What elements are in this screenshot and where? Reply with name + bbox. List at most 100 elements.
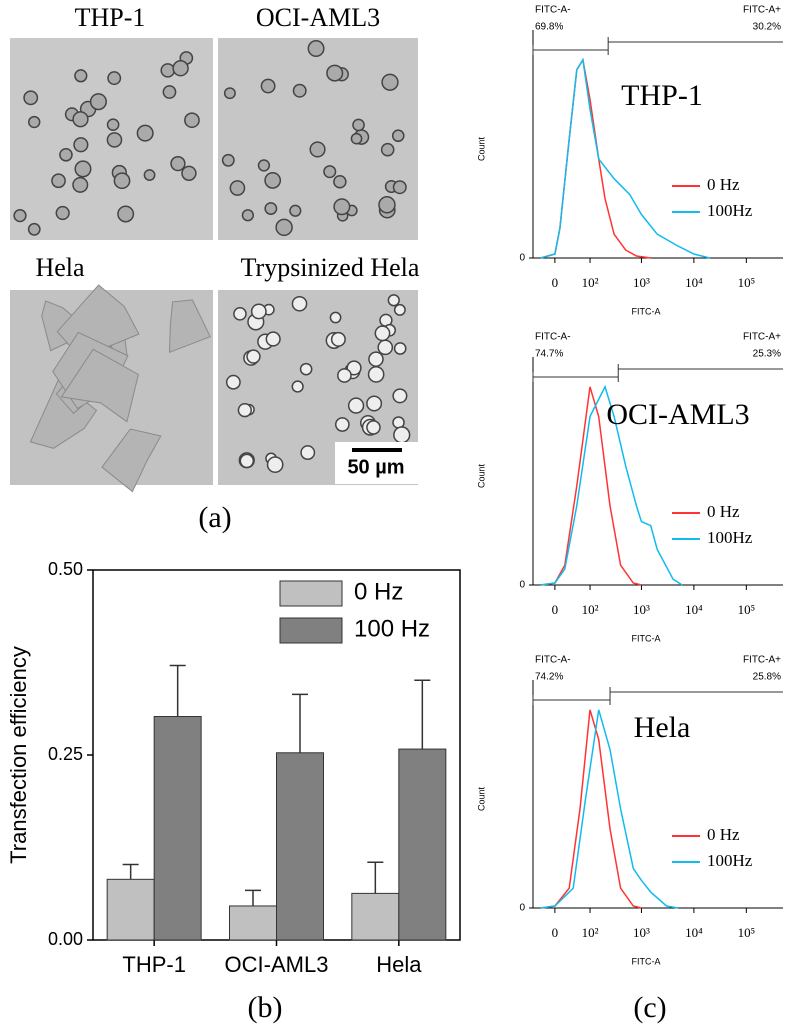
gate-percent: 25.3% <box>753 349 781 360</box>
cell <box>160 63 176 78</box>
cell <box>260 78 276 94</box>
cell <box>170 155 186 172</box>
legend-label: 100Hz <box>707 528 753 547</box>
legend-label: 0 Hz <box>707 502 740 521</box>
legend-label: 100 Hz <box>354 615 430 642</box>
cell <box>181 165 197 181</box>
gate-percent: 74.2% <box>535 672 563 683</box>
x-tick-label: THP-1 <box>122 952 186 977</box>
cell <box>378 196 396 214</box>
cell <box>257 159 271 172</box>
legend-label: 0 Hz <box>354 578 403 605</box>
cell <box>350 132 363 145</box>
chart-title: Hela <box>634 711 691 744</box>
y-tick-label: 0 <box>519 253 525 264</box>
legend-swatch <box>279 617 343 644</box>
cell <box>225 374 241 390</box>
cell <box>27 222 41 236</box>
cell <box>162 85 177 99</box>
error-bar <box>292 693 308 753</box>
bar <box>398 748 447 941</box>
x-tick-label: 10³ <box>633 275 650 290</box>
cell <box>299 362 313 376</box>
x-tick-label: 0 <box>552 275 559 290</box>
axes <box>532 30 783 259</box>
cell <box>334 417 350 432</box>
cell <box>393 303 406 316</box>
y-axis-label: Transfection efficiency <box>6 646 31 864</box>
cell <box>291 380 304 393</box>
error-bar <box>367 861 384 894</box>
cell <box>352 118 365 132</box>
x-tick-label: Hela <box>376 952 422 977</box>
cell <box>113 172 131 190</box>
cell <box>106 132 123 148</box>
cell <box>250 303 267 320</box>
gate-line <box>532 37 783 55</box>
image-title: THP-1 <box>75 3 146 32</box>
cell <box>101 428 162 493</box>
x-tick-label: 10⁵ <box>738 925 756 940</box>
histogram-line <box>540 709 679 909</box>
error-bar <box>414 679 431 750</box>
y-axis-label: Count <box>476 464 486 489</box>
cell <box>367 366 385 383</box>
error-bar <box>245 889 261 906</box>
cell <box>107 71 122 86</box>
cell <box>29 379 98 449</box>
histogram-line <box>540 384 683 586</box>
x-tick-label: 0 <box>552 925 559 940</box>
gate-name: FITC-A+ <box>743 655 781 666</box>
error-bar <box>122 863 139 880</box>
cell <box>329 311 342 324</box>
x-tick-label: 10³ <box>633 602 650 617</box>
cell <box>72 176 89 193</box>
cell <box>381 73 399 91</box>
cell <box>241 209 254 222</box>
cell <box>326 64 344 82</box>
histogram-line <box>540 709 642 909</box>
cell <box>184 112 200 129</box>
bar <box>276 752 324 941</box>
cell <box>391 129 405 143</box>
cell <box>393 342 407 355</box>
legend-label: 0 Hz <box>707 175 740 194</box>
panel-label: (a) <box>198 501 231 534</box>
cell <box>73 137 89 153</box>
x-tick-label: 10² <box>582 925 599 940</box>
cell <box>233 307 247 321</box>
y-tick-label: 0 <box>519 903 525 914</box>
image-title: OCI-AML3 <box>256 3 380 32</box>
cell <box>323 165 337 179</box>
bar <box>106 878 155 941</box>
panel-label: (b) <box>248 991 283 1024</box>
x-tick-label: 0 <box>552 602 559 617</box>
cell <box>264 172 282 189</box>
gate-percent: 69.8% <box>535 22 563 33</box>
y-tick-label: 0.50 <box>48 559 83 579</box>
cell <box>74 160 92 178</box>
gate-name: FITC-A+ <box>743 5 781 16</box>
cell <box>72 111 89 128</box>
x-tick-label: 10² <box>582 275 599 290</box>
cell <box>237 402 252 418</box>
x-tick-label: 10⁵ <box>738 602 756 617</box>
cell <box>55 205 70 221</box>
cell <box>143 169 156 181</box>
legend-swatch <box>279 580 343 607</box>
y-tick-label: 0.00 <box>48 929 83 949</box>
cell <box>377 339 394 356</box>
x-tick-label: 10² <box>582 602 599 617</box>
cell <box>387 294 400 307</box>
x-tick-label: 10⁴ <box>685 602 703 617</box>
y-axis-label: Count <box>476 787 486 812</box>
scale-label: 50 µm <box>347 456 404 478</box>
gate-percent: 74.7% <box>535 349 563 360</box>
gate-name: FITC-A+ <box>743 332 781 343</box>
chart-title: THP-1 <box>621 79 703 112</box>
cell <box>333 198 351 216</box>
cell <box>13 208 27 223</box>
x-tick-label: 10³ <box>633 925 650 940</box>
gate-percent: 25.8% <box>753 672 781 683</box>
cell <box>347 397 365 414</box>
